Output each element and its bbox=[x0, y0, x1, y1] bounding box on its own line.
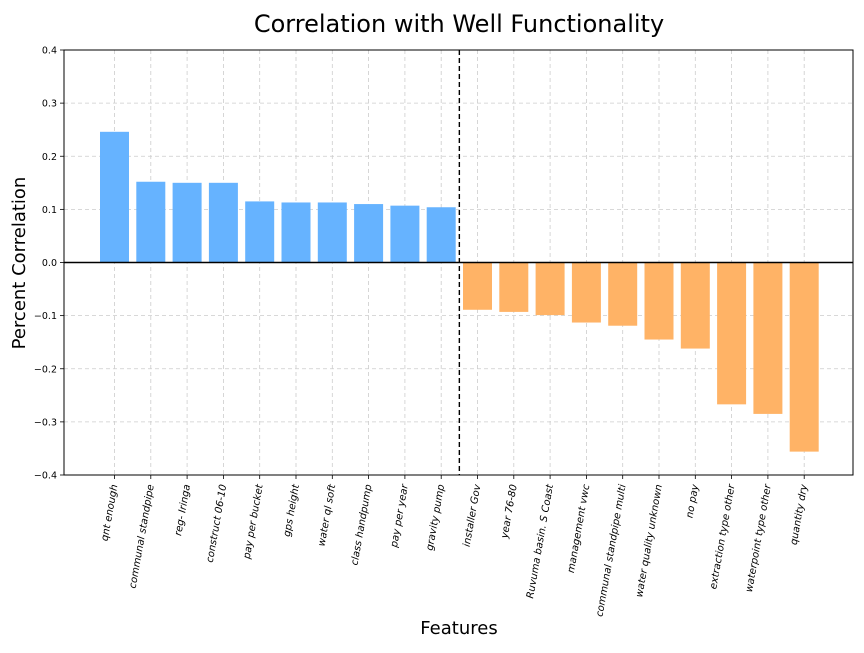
bars-layer bbox=[100, 131, 819, 452]
bar-19 bbox=[753, 262, 783, 414]
bar-4 bbox=[208, 182, 238, 263]
bar-7 bbox=[317, 202, 347, 263]
bar-12 bbox=[499, 262, 529, 312]
x-tick-label: Ruvuma basin. S Coast bbox=[525, 483, 556, 600]
x-tick-label: reg- Iringa bbox=[173, 484, 193, 537]
bar-6 bbox=[281, 202, 311, 263]
bar-2 bbox=[136, 181, 166, 263]
x-tick-label: gps height bbox=[282, 483, 302, 538]
bar-3 bbox=[172, 182, 202, 263]
bar-8 bbox=[354, 204, 384, 263]
x-tick-label: communal standpipe multi bbox=[595, 483, 629, 617]
bar-15 bbox=[608, 262, 638, 326]
x-tick-label: communal standpipe bbox=[128, 484, 157, 590]
x-tick-label: pay per year bbox=[389, 483, 411, 549]
x-tick-label: quantity dry bbox=[789, 483, 811, 546]
bar-14 bbox=[571, 262, 601, 323]
bar-17 bbox=[680, 262, 710, 349]
y-tick-label: −0.1 bbox=[34, 311, 57, 322]
bar-5 bbox=[245, 201, 275, 263]
y-tick-label: 0.1 bbox=[42, 205, 57, 216]
y-tick-label: 0.0 bbox=[42, 258, 57, 269]
x-tick-label: year 76-80 bbox=[499, 484, 519, 541]
x-tick-label: class handpump bbox=[349, 484, 374, 567]
x-tick-label: installer Gov bbox=[462, 483, 484, 548]
bar-16 bbox=[644, 262, 674, 340]
y-tick-label: 0.3 bbox=[42, 99, 57, 110]
bar-18 bbox=[717, 262, 747, 405]
bar-20 bbox=[789, 262, 819, 452]
x-tick-label: waterpoint type other bbox=[744, 483, 774, 593]
x-tick-label: water quality unknown bbox=[634, 484, 665, 599]
y-axis-label: Percent Correlation bbox=[9, 177, 30, 350]
chart-title: Correlation with Well Functionality bbox=[254, 10, 664, 38]
y-tick-label: −0.2 bbox=[34, 364, 57, 375]
x-tick-label: qnt enough bbox=[100, 484, 121, 542]
bar-13 bbox=[535, 262, 565, 316]
x-tick-label: no pay bbox=[685, 483, 702, 519]
bar-10 bbox=[426, 207, 456, 263]
x-tick-label: extraction type other bbox=[708, 483, 737, 590]
y-tick-label: 0.2 bbox=[42, 152, 57, 163]
x-tick-label: gravity pump bbox=[425, 484, 447, 552]
y-tick-label: −0.3 bbox=[34, 417, 57, 428]
bar-11 bbox=[463, 262, 492, 310]
plot-frame bbox=[63, 49, 854, 476]
x-tick-label: management vwc bbox=[566, 483, 593, 574]
x-tick-label: pay per bucket bbox=[242, 483, 266, 561]
x-tick-label: construct 06-10 bbox=[205, 484, 230, 564]
y-tick-label: 0.4 bbox=[42, 46, 57, 57]
axes-layer bbox=[60, 49, 854, 479]
y-tick-label: −0.4 bbox=[34, 471, 57, 482]
bar-9 bbox=[390, 205, 420, 263]
bar-1 bbox=[100, 131, 129, 263]
x-tick-label: water ql soft bbox=[317, 483, 339, 548]
x-axis-label: Features bbox=[420, 618, 497, 639]
